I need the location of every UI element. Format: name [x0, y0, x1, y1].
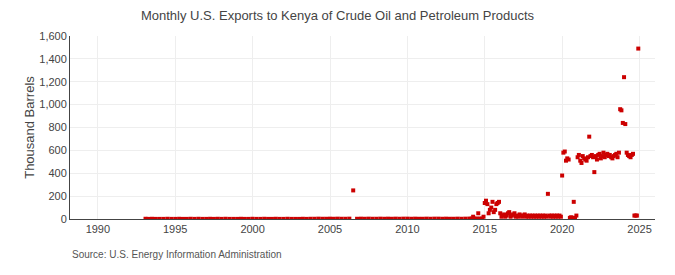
svg-text:2000: 2000: [240, 223, 264, 235]
svg-text:Monthly U.S. Exports to Kenya: Monthly U.S. Exports to Kenya of Crude O…: [141, 8, 535, 23]
svg-text:2025: 2025: [627, 223, 651, 235]
svg-text:1,200: 1,200: [39, 76, 67, 88]
svg-text:200: 200: [48, 190, 66, 202]
svg-text:2005: 2005: [318, 223, 342, 235]
svg-text:Source: U.S. Energy Informatio: Source: U.S. Energy Information Administ…: [72, 249, 282, 260]
svg-text:2020: 2020: [550, 223, 574, 235]
svg-text:2015: 2015: [473, 223, 497, 235]
svg-text:2010: 2010: [395, 223, 419, 235]
svg-text:600: 600: [48, 144, 66, 156]
svg-text:400: 400: [48, 167, 66, 179]
svg-text:800: 800: [48, 121, 66, 133]
svg-text:1,600: 1,600: [39, 30, 67, 42]
svg-text:1,400: 1,400: [39, 53, 67, 65]
svg-text:Thousand Barrels: Thousand Barrels: [22, 76, 37, 179]
svg-text:1995: 1995: [163, 223, 187, 235]
svg-text:1990: 1990: [86, 223, 110, 235]
svg-text:0: 0: [61, 213, 67, 225]
svg-text:1,000: 1,000: [39, 98, 67, 110]
